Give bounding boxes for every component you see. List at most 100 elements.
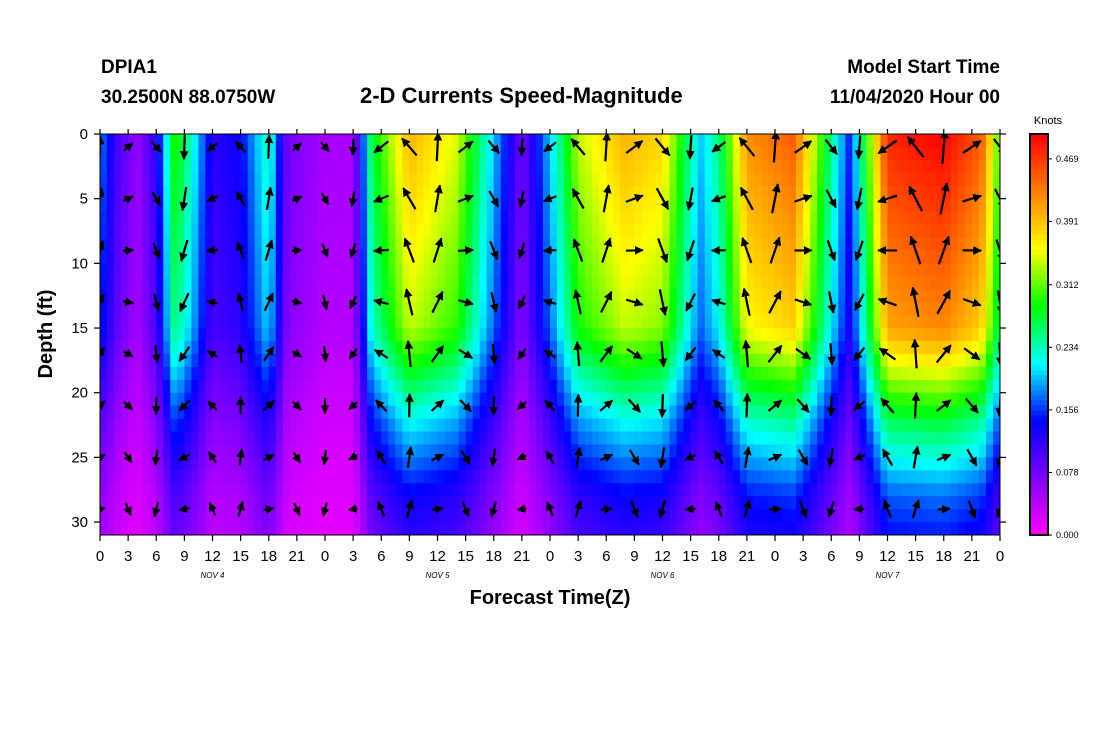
heatmap-cell xyxy=(810,302,818,316)
heatmap-cell xyxy=(493,522,502,535)
heatmap-cell xyxy=(929,353,938,368)
heatmap-cell xyxy=(430,289,439,303)
heatmap-cell xyxy=(107,237,115,252)
current-arrow xyxy=(122,195,134,204)
heatmap-cell xyxy=(901,146,910,161)
current-arrow xyxy=(100,400,106,410)
heatmap-cell xyxy=(599,353,607,368)
heatmap-cell xyxy=(226,379,235,394)
heatmap-cell xyxy=(268,522,277,535)
heatmap-cell xyxy=(226,483,235,497)
heatmap-cell xyxy=(789,457,797,471)
heatmap-cell xyxy=(212,302,221,316)
heatmap-cell xyxy=(718,418,727,433)
heatmap-cell xyxy=(641,276,650,290)
current-arrow xyxy=(263,505,275,514)
heatmap-cell xyxy=(957,315,966,329)
heatmap-cell xyxy=(360,172,368,187)
heatmap-cell xyxy=(275,289,284,303)
heatmap-cell xyxy=(226,159,235,174)
heatmap-cell xyxy=(528,340,537,355)
heatmap-cell xyxy=(212,496,221,510)
heatmap-cell xyxy=(156,379,164,394)
x-tick-label: 9 xyxy=(180,548,188,565)
heatmap-cell xyxy=(261,250,270,264)
current-arrow xyxy=(658,341,668,368)
heatmap-cell xyxy=(880,250,889,264)
heatmap-cell xyxy=(943,353,952,368)
heatmap-cell xyxy=(908,302,917,316)
heatmap-cell xyxy=(423,276,432,290)
heatmap-cell xyxy=(592,509,600,523)
heatmap-cell xyxy=(317,250,326,264)
heatmap-cell xyxy=(796,302,804,316)
heatmap-cell xyxy=(964,146,973,161)
heatmap-cell xyxy=(128,263,136,277)
heatmap-cell xyxy=(374,509,382,523)
heatmap-cell xyxy=(282,134,291,148)
heatmap-cell xyxy=(156,405,164,420)
current-arrow xyxy=(767,344,783,363)
heatmap-cell xyxy=(212,159,221,174)
heatmap-cell xyxy=(149,483,157,497)
heatmap-cell xyxy=(184,379,193,394)
heatmap-cell xyxy=(332,250,340,264)
heatmap-cell xyxy=(704,457,713,471)
heatmap-cell xyxy=(782,340,790,355)
current-arrow xyxy=(349,243,358,259)
heatmap-cell xyxy=(620,392,628,407)
heatmap-cell xyxy=(296,483,305,497)
heatmap-cell xyxy=(978,302,987,316)
heatmap-cell xyxy=(669,470,678,484)
heatmap-cell xyxy=(128,328,136,342)
heatmap-cell xyxy=(803,198,811,213)
heatmap-cell xyxy=(479,470,488,484)
heatmap-cell xyxy=(725,418,734,433)
heatmap-cell xyxy=(170,418,178,433)
heatmap-cell xyxy=(767,353,776,368)
heatmap-cell xyxy=(535,418,544,433)
heatmap-cell xyxy=(838,418,846,433)
heatmap-cell xyxy=(409,379,418,394)
heatmap-cell xyxy=(388,237,396,252)
heatmap-cell xyxy=(149,211,157,226)
heatmap-cell xyxy=(416,172,425,187)
current-arrow xyxy=(457,246,475,255)
heatmap-cell xyxy=(550,198,558,213)
heatmap-cell xyxy=(831,276,839,290)
heatmap-cell xyxy=(191,470,200,484)
heatmap-cell xyxy=(135,146,143,161)
heatmap-cell xyxy=(880,366,889,381)
heatmap-cell xyxy=(683,289,692,303)
heatmap-cell xyxy=(423,444,432,458)
heatmap-cell xyxy=(789,211,797,226)
heatmap-cell xyxy=(535,340,544,355)
heatmap-cell xyxy=(198,172,207,187)
heatmap-cell xyxy=(641,470,650,484)
heatmap-cell xyxy=(936,392,945,407)
heatmap-cell xyxy=(247,379,256,394)
heatmap-cell xyxy=(873,340,882,355)
heatmap-cell xyxy=(486,289,495,303)
heatmap-cell xyxy=(887,159,896,174)
heatmap-cell xyxy=(957,366,966,381)
heatmap-cell xyxy=(107,276,115,290)
current-arrow xyxy=(544,399,556,412)
heatmap-cell xyxy=(184,470,193,484)
heatmap-cell xyxy=(247,444,256,458)
heatmap-cell xyxy=(472,302,481,316)
heatmap-cell xyxy=(971,431,980,446)
heatmap-cell xyxy=(381,146,389,161)
heatmap-cell xyxy=(732,172,741,187)
heatmap-cell xyxy=(613,392,621,407)
heatmap-cell xyxy=(177,405,185,420)
heatmap-cell xyxy=(908,250,917,264)
heatmap-cell xyxy=(458,224,467,239)
heatmap-cell xyxy=(683,366,692,381)
heatmap-cell xyxy=(226,185,235,200)
heatmap-cell xyxy=(796,185,804,200)
heatmap-cell xyxy=(992,276,1000,290)
heatmap-cell xyxy=(655,496,664,510)
current-arrow xyxy=(151,191,162,206)
heatmap-cell xyxy=(423,146,432,161)
